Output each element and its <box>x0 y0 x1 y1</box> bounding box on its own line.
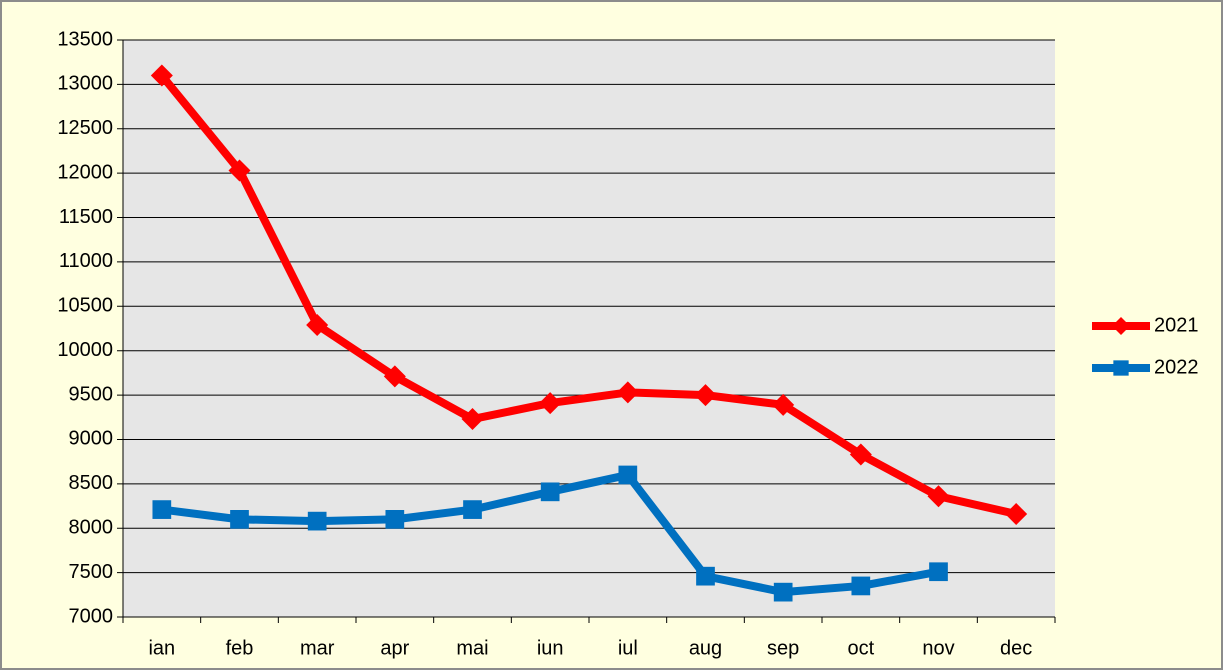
marker <box>385 510 405 529</box>
marker <box>618 465 638 485</box>
marker <box>306 313 329 336</box>
marker <box>927 485 950 508</box>
y-tick-label: 9500 <box>69 383 114 405</box>
marker <box>849 443 872 466</box>
y-tick-label: 8500 <box>69 472 114 494</box>
x-tick-label: sep <box>767 637 799 659</box>
marker <box>616 381 639 404</box>
marker <box>694 384 717 407</box>
legend-label: 2021 <box>1154 314 1199 336</box>
x-tick-label: iul <box>618 637 638 659</box>
marker <box>228 159 251 182</box>
plot-area <box>123 40 1055 617</box>
marker <box>383 365 406 388</box>
y-tick-label: 7500 <box>69 561 114 583</box>
marker <box>230 510 249 529</box>
x-tick-label: dec <box>1000 637 1032 659</box>
marker <box>773 582 793 602</box>
x-tick-label: iun <box>537 637 564 659</box>
x-tick-label: feb <box>226 637 254 659</box>
marker <box>539 392 562 415</box>
x-tick-label: ian <box>148 637 175 659</box>
x-tick-label: nov <box>922 637 954 659</box>
y-tick-label: 8000 <box>69 517 114 539</box>
y-tick-label: 10500 <box>57 295 113 317</box>
y-tick-label: 11000 <box>59 250 113 272</box>
legend-marker <box>1113 360 1129 376</box>
marker <box>696 566 715 586</box>
y-tick-label: 11500 <box>59 206 113 228</box>
y-tick-label: 12000 <box>57 161 113 183</box>
x-tick-label: mar <box>300 637 335 659</box>
y-tick-label: 9000 <box>69 428 114 450</box>
marker <box>851 576 871 596</box>
x-tick-label: mai <box>456 637 488 659</box>
series-line <box>158 72 1018 518</box>
marker <box>461 408 484 431</box>
marker <box>307 511 327 531</box>
y-tick-label: 13000 <box>57 73 113 95</box>
marker <box>463 500 482 519</box>
marker <box>929 562 948 582</box>
marker <box>150 64 173 87</box>
legend-marker <box>1112 317 1130 335</box>
x-tick-label: oct <box>847 637 874 659</box>
x-tick-label: apr <box>380 637 409 659</box>
y-tick-label: 7000 <box>69 605 114 627</box>
x-tick-label: aug <box>689 637 722 659</box>
y-tick-label: 13500 <box>57 28 113 50</box>
marker <box>1005 503 1028 526</box>
y-tick-label: 10000 <box>57 339 113 361</box>
y-tick-label: 12500 <box>57 117 113 139</box>
marker <box>152 500 172 519</box>
marker <box>772 393 795 416</box>
legend-label: 2022 <box>1154 356 1199 378</box>
marker <box>540 482 560 502</box>
